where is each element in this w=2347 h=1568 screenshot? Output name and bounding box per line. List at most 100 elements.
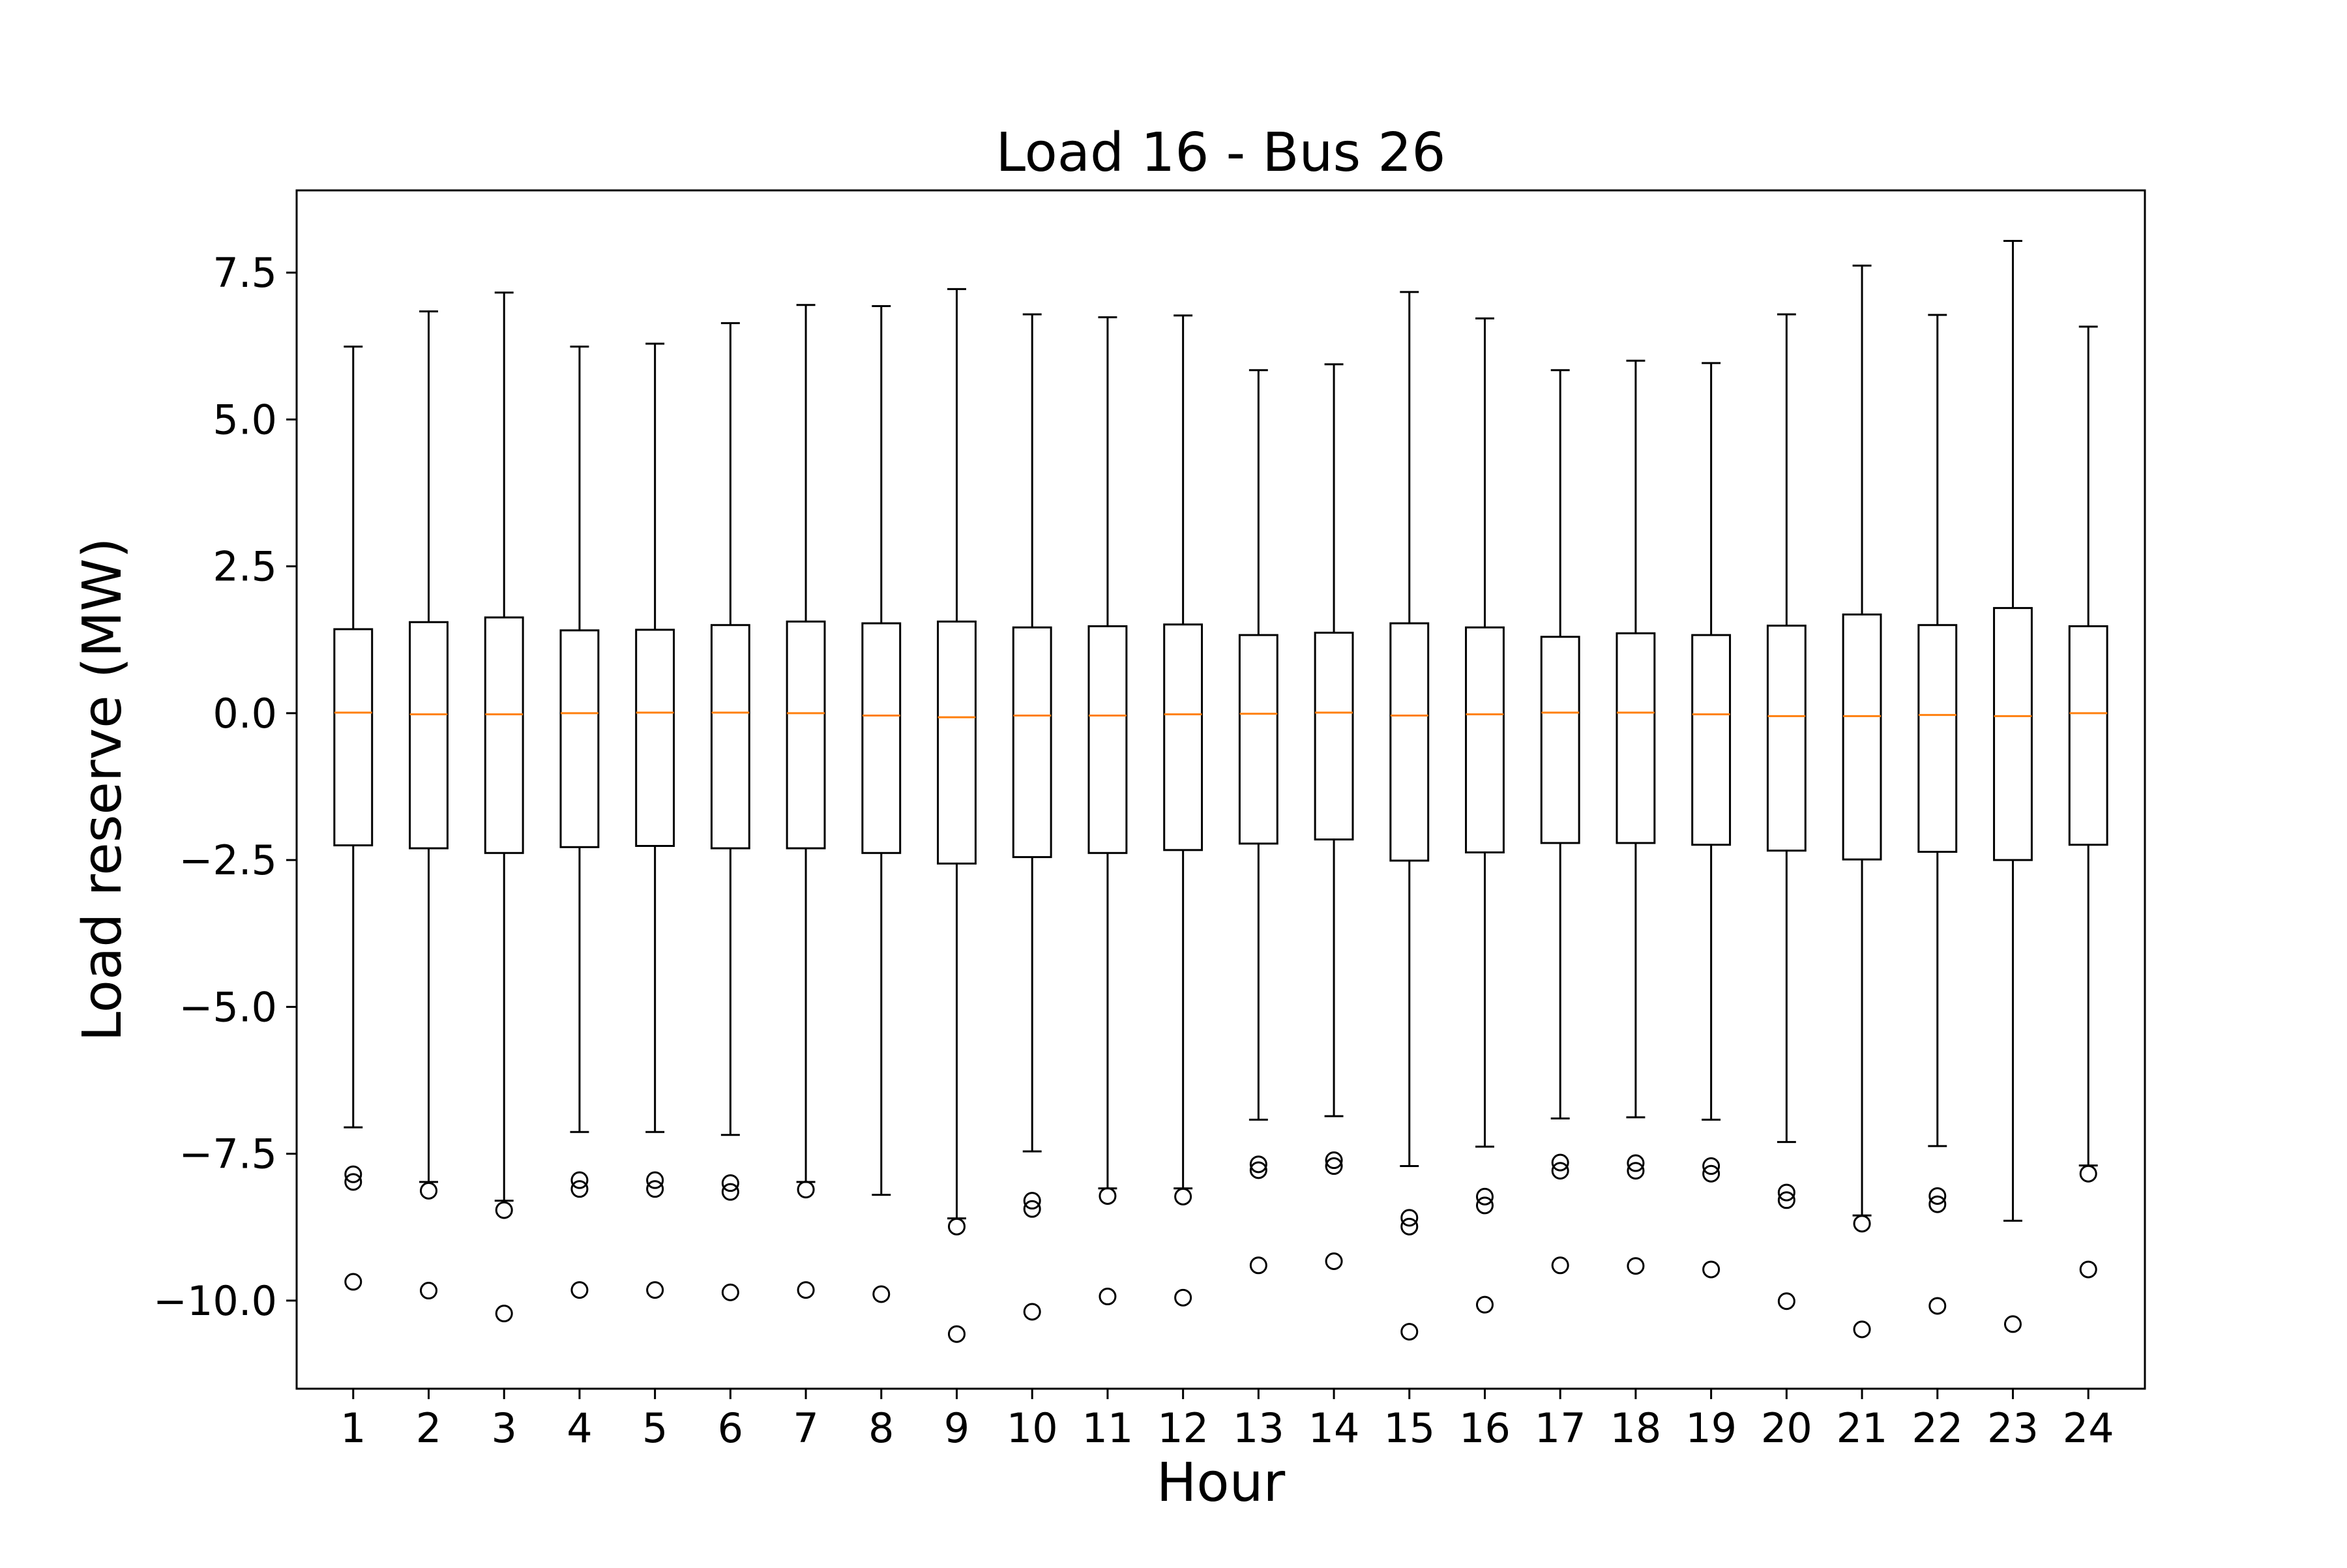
outlier-point	[1023, 1303, 1041, 1321]
outlier-point	[646, 1180, 664, 1198]
x-tick-label: 10	[1007, 1404, 1058, 1452]
outlier-point	[1777, 1183, 1795, 1202]
iqr-box	[1842, 614, 1882, 861]
box-group-hour-16	[1465, 317, 1505, 1314]
outlier-point	[1627, 1162, 1645, 1180]
y-tick-label: −2.5	[179, 836, 277, 884]
outlier-point	[570, 1281, 589, 1299]
outlier-point	[495, 1305, 513, 1323]
box-group-hour-13	[1238, 369, 1278, 1275]
outlier-point	[1400, 1217, 1419, 1235]
iqr-box	[1012, 626, 1052, 859]
box-group-hour-14	[1314, 363, 1354, 1270]
outlier-point	[1627, 1154, 1645, 1172]
plot-layer	[333, 239, 2108, 1343]
outlier-point	[1702, 1164, 1720, 1183]
outlier-point	[1400, 1323, 1419, 1341]
outlier-point	[1853, 1215, 1871, 1233]
outlier-point	[1249, 1256, 1267, 1275]
outlier-point	[1174, 1187, 1192, 1206]
y-tick-label: −10.0	[153, 1277, 277, 1325]
x-tick-label: 9	[944, 1404, 969, 1452]
outlier-point	[1325, 1157, 1343, 1176]
x-tick-label: 5	[642, 1404, 668, 1452]
box-group-hour-9	[937, 288, 977, 1343]
y-tick-label: 7.5	[213, 249, 277, 297]
x-tick-label: 3	[491, 1404, 516, 1452]
box-group-hour-23	[1993, 239, 2033, 1333]
outlier-point	[570, 1180, 589, 1198]
x-tick-label: 1	[340, 1404, 366, 1452]
iqr-box	[1766, 625, 1807, 852]
box-group-hour-7	[786, 304, 826, 1299]
box-group-hour-20	[1766, 313, 1807, 1310]
x-tick-label: 6	[718, 1404, 743, 1452]
iqr-box	[635, 629, 675, 847]
iqr-box	[1540, 636, 1580, 844]
outlier-point	[721, 1283, 739, 1301]
box-group-hour-2	[409, 310, 449, 1300]
iqr-box	[937, 620, 977, 865]
x-tick-label: 18	[1610, 1404, 1661, 1452]
y-tick-label: 0.0	[213, 690, 277, 737]
box-group-hour-3	[484, 291, 524, 1323]
x-tick-label: 13	[1233, 1404, 1284, 1452]
x-tick-label: 23	[1987, 1404, 2039, 1452]
outlier-point	[1023, 1192, 1041, 1210]
outlier-point	[1099, 1187, 1117, 1205]
iqr-box	[1389, 622, 1430, 862]
outlier-point	[1400, 1209, 1419, 1227]
box-group-hour-11	[1087, 316, 1128, 1306]
outlier-point	[646, 1171, 664, 1189]
iqr-box	[333, 628, 374, 847]
iqr-box	[559, 629, 600, 848]
iqr-box	[2068, 625, 2108, 846]
x-tick-label: 4	[567, 1404, 592, 1452]
outlier-point	[1702, 1260, 1720, 1279]
box-group-hour-19	[1691, 362, 1732, 1279]
box-group-hour-18	[1616, 359, 1656, 1275]
box-group-hour-17	[1540, 369, 1580, 1275]
x-tick-label: 14	[1308, 1404, 1360, 1452]
y-tick-label: −5.0	[179, 983, 277, 1031]
outlier-point	[1853, 1320, 1871, 1339]
iqr-box	[1993, 607, 2033, 861]
x-tick-label: 7	[793, 1404, 818, 1452]
outlier-point	[948, 1217, 966, 1235]
x-tick-label: 15	[1383, 1404, 1435, 1452]
box-group-hour-21	[1842, 264, 1882, 1339]
outlier-point	[344, 1173, 362, 1191]
iqr-box	[409, 621, 449, 850]
box-group-hour-4	[559, 346, 600, 1299]
outlier-point	[2079, 1260, 2097, 1279]
x-tick-label: 20	[1761, 1404, 1812, 1452]
outlier-point	[646, 1281, 664, 1299]
outlier-point	[1023, 1200, 1041, 1218]
outlier-point	[1928, 1297, 1947, 1315]
outlier-point	[570, 1171, 589, 1189]
box-group-hour-22	[1917, 314, 1958, 1315]
box-group-hour-5	[635, 342, 675, 1299]
y-tick-label: −7.5	[179, 1131, 277, 1178]
outlier-point	[1174, 1288, 1192, 1307]
outlier-point	[948, 1325, 966, 1343]
outlier-point	[2079, 1164, 2097, 1183]
iqr-box	[1465, 626, 1505, 853]
outlier-point	[1551, 1162, 1569, 1180]
iqr-box	[786, 620, 826, 850]
outlier-point	[420, 1282, 437, 1300]
outlier-point	[1476, 1187, 1494, 1206]
outlier-point	[1928, 1187, 1947, 1205]
outlier-point	[1476, 1295, 1494, 1314]
outlier-point	[495, 1201, 513, 1219]
iqr-box	[1917, 624, 1958, 853]
outlier-point	[1702, 1157, 1720, 1176]
outlier-point	[2004, 1315, 2022, 1333]
iqr-box	[1163, 623, 1203, 851]
x-tick-label: 8	[868, 1404, 894, 1452]
outlier-point	[1325, 1151, 1343, 1170]
iqr-box	[1691, 634, 1732, 846]
x-tick-label: 16	[1459, 1404, 1511, 1452]
